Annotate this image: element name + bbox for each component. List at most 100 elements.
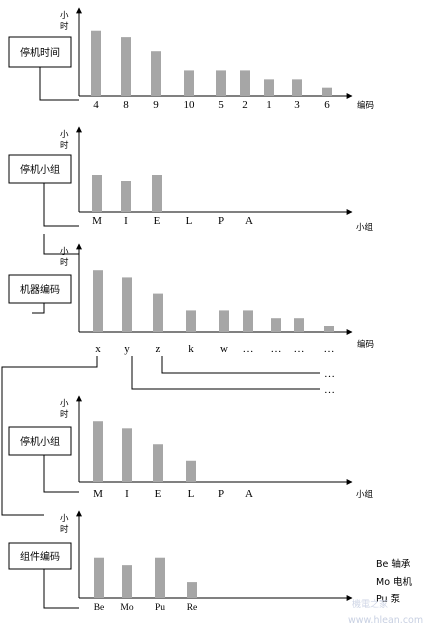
y-axis-label-2: 时 (60, 140, 69, 151)
x-axis-label: 小组 (356, 222, 374, 233)
category-label: … (271, 343, 282, 355)
chart-5: 小时 Be Mo Pu Re 组件编码 (8, 510, 353, 613)
label-box (8, 36, 72, 68)
legend-item-mo: Mo 电机 (376, 576, 413, 588)
y-axis-label-2: 时 (60, 21, 69, 32)
label-box (8, 426, 72, 456)
category-label: E (155, 488, 162, 500)
bar (243, 310, 253, 332)
bar (186, 460, 196, 482)
bar (322, 87, 332, 96)
bar (153, 293, 163, 332)
category-label: y (124, 343, 130, 355)
category-label: 3 (294, 99, 300, 111)
bar (186, 310, 196, 332)
category-label: I (124, 215, 128, 227)
y-axis-label-1: 小 (60, 129, 69, 140)
x-axis-label: 编码 (357, 339, 374, 350)
bar (292, 79, 302, 96)
connector-chart3-to-chart4 (32, 303, 45, 314)
ellipsis-text-1: … (324, 368, 335, 380)
bar (91, 30, 101, 96)
category-label: 4 (93, 99, 99, 111)
label-box-text: 机器编码 (20, 283, 60, 296)
label-box (8, 154, 72, 184)
bar (122, 428, 132, 482)
bar (324, 326, 334, 332)
category-label: 2 (242, 99, 248, 111)
category-label: 6 (324, 99, 330, 111)
x-axis-label: 编码 (357, 100, 374, 111)
category-label: w (220, 343, 228, 355)
y-axis-label-1: 小 (60, 398, 69, 409)
label-box (8, 274, 72, 304)
bar (122, 565, 132, 598)
category-label: … (243, 343, 254, 355)
category-label: … (294, 343, 305, 355)
category-label: I (125, 488, 129, 500)
ellipsis-row-1: … (324, 368, 335, 380)
y-axis-label-1: 小 (60, 246, 69, 257)
label-box (8, 542, 72, 570)
y-axis-label-1: 小 (60, 513, 69, 524)
bar (271, 318, 281, 332)
y-axis-label-1: 小 (60, 10, 69, 21)
category-label: A (245, 215, 253, 227)
bar (152, 175, 162, 212)
box-connector (39, 67, 79, 101)
bar (187, 582, 197, 598)
bar (240, 70, 250, 96)
bar (151, 51, 161, 96)
category-label: M (92, 215, 102, 227)
category-label: 1 (266, 99, 272, 111)
category-label: E (154, 215, 161, 227)
category-label: M (93, 488, 103, 500)
watermark-url: www.hlean.com (348, 615, 423, 626)
label-box-text: 停机小组 (20, 163, 60, 176)
box-connector (43, 183, 79, 227)
label-box-text: 组件编码 (20, 550, 60, 563)
bar (121, 181, 131, 212)
category-label: Re (187, 603, 198, 613)
bar (93, 421, 103, 482)
category-label: … (324, 343, 335, 355)
ellipsis-text-2: … (324, 384, 335, 396)
bar (155, 557, 165, 598)
category-label: Pu (155, 603, 165, 613)
category-label: Mo (120, 603, 133, 613)
bar (294, 318, 304, 332)
category-label: 10 (184, 99, 196, 111)
category-label: x (95, 343, 101, 355)
y-axis-label-2: 时 (60, 524, 69, 535)
y-axis-label-2: 时 (60, 409, 69, 420)
box-connector (43, 569, 79, 609)
connector-lines (1, 303, 320, 516)
category-label: k (188, 343, 194, 355)
category-label: P (218, 215, 224, 227)
category-label: 8 (123, 99, 129, 111)
watermark-cn: 機電之家 (352, 598, 388, 610)
category-label: Be (94, 603, 105, 613)
category-label: 9 (153, 99, 159, 111)
x-axis-label: 小组 (356, 489, 374, 500)
bar (92, 175, 102, 212)
ellipsis-row-2: … (324, 384, 335, 396)
bar (219, 310, 229, 332)
connector-z-branch (161, 356, 320, 374)
label-box-text: 停机小组 (20, 435, 60, 448)
category-label: z (156, 343, 161, 355)
bar (93, 270, 103, 332)
category-label: P (218, 488, 224, 500)
bar (121, 37, 131, 96)
legend-item-be: Be 轴承 (376, 558, 411, 570)
category-label: A (245, 488, 253, 500)
category-label: L (186, 215, 193, 227)
box-connector (43, 455, 79, 493)
connector-outer (1, 356, 98, 516)
watermark: 機電之家 www.hlean.com (348, 598, 423, 626)
bar (264, 79, 274, 96)
